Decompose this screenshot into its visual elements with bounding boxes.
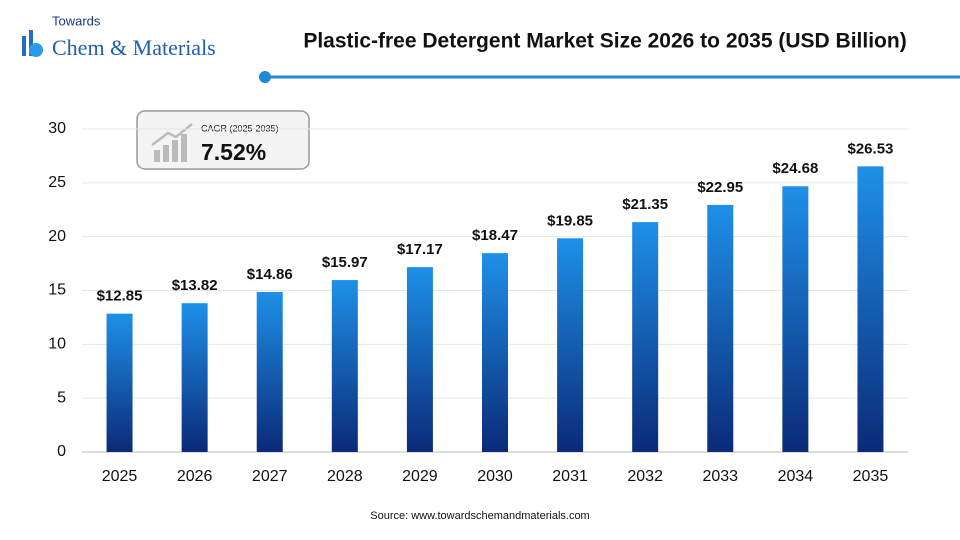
bar — [406, 267, 433, 452]
cagr-value: 7.52% — [201, 139, 266, 165]
x-tick-label: 2035 — [853, 468, 889, 485]
bar — [707, 204, 734, 452]
title-rule-dot — [259, 71, 271, 83]
x-tick-label: 2032 — [627, 468, 663, 485]
bar — [782, 186, 809, 452]
bar — [106, 313, 133, 452]
x-tick-label: 2029 — [402, 468, 438, 485]
value-label: $14.86 — [247, 266, 293, 283]
bar — [557, 238, 584, 452]
value-label: $24.68 — [772, 160, 818, 177]
y-tick-label: 15 — [48, 282, 66, 299]
logo: Towards Chem & Materials — [22, 13, 216, 60]
value-label: $21.35 — [622, 196, 668, 213]
bar — [632, 222, 659, 452]
x-tick-label: 2026 — [177, 468, 213, 485]
x-tick-label: 2031 — [552, 468, 588, 485]
x-tick-label: 2027 — [252, 468, 288, 485]
y-tick-label: 5 — [57, 389, 66, 406]
y-tick-label: 20 — [48, 228, 66, 245]
bar — [256, 292, 283, 452]
y-tick-label: 25 — [48, 174, 66, 191]
bar — [181, 303, 208, 452]
x-tick-label: 2028 — [327, 468, 363, 485]
chart-title: Plastic-free Detergent Market Size 2026 … — [303, 30, 906, 53]
value-label: $13.82 — [172, 277, 218, 294]
value-label: $15.97 — [322, 254, 368, 271]
value-label: $22.95 — [697, 179, 743, 196]
bar — [857, 166, 884, 452]
y-tick-label: 10 — [48, 336, 66, 353]
value-label: $19.85 — [547, 212, 593, 229]
bar — [482, 253, 508, 452]
cagr-label: CAGR (2025-2035) — [201, 123, 279, 133]
source: Source: www.towardschemandmaterials.com — [370, 510, 589, 522]
value-label: $26.53 — [848, 140, 894, 157]
x-tick-label: 2030 — [477, 468, 513, 485]
y-tick-label: 0 — [57, 443, 66, 460]
logo-line2: Chem & Materials — [52, 35, 216, 60]
logo-line1: Towards — [52, 13, 101, 28]
x-tick-label: 2033 — [702, 468, 738, 485]
value-label: $17.17 — [397, 241, 443, 258]
cagr-box: CAGR (2025-2035) 7.52% — [136, 110, 310, 170]
y-tick-label: 30 — [48, 120, 66, 137]
value-label: $18.47 — [472, 227, 518, 244]
value-label: $12.85 — [97, 288, 143, 305]
x-tick-label: 2025 — [102, 468, 138, 485]
x-tick-label: 2034 — [778, 468, 814, 485]
bar — [331, 280, 358, 452]
